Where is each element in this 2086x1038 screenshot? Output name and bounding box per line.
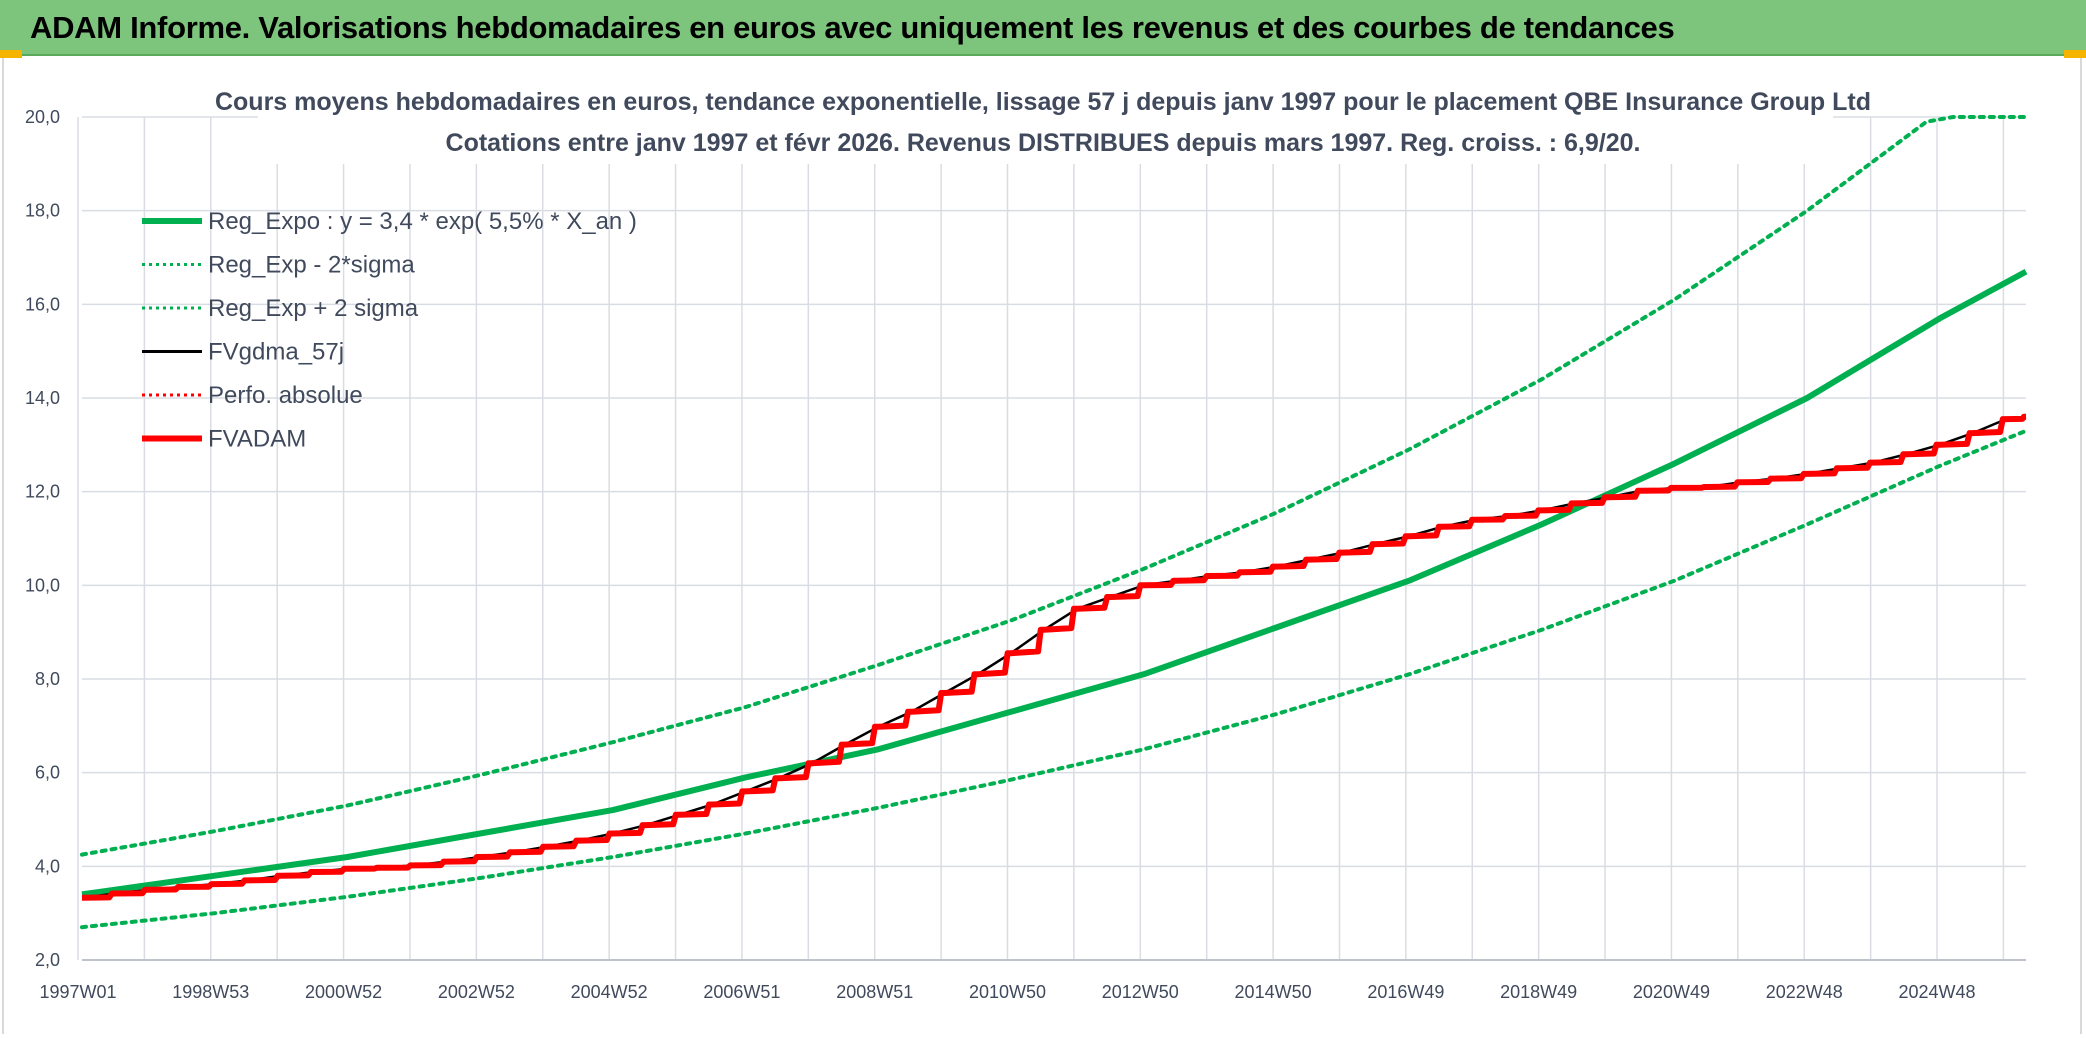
y-tick-label: 20,0 (25, 107, 60, 127)
y-tick-label: 6,0 (35, 763, 60, 783)
legend: Reg_Expo : y = 3,4 * exp( 5,5% * X_an ) R… (142, 208, 637, 453)
corner-accent-left (0, 50, 22, 58)
series-fvadam (81, 413, 2027, 901)
legend-label: Reg_Exp + 2 sigma (208, 295, 419, 322)
x-tick-label: 2010W50 (969, 982, 1046, 1002)
legend-label: Reg_Exp - 2*sigma (208, 252, 415, 279)
x-tick-labels: 1997W01 1998W53 2000W52 2002W52 2004W52 2006W… (39, 982, 1975, 1002)
x-tick-label: 2012W50 (1102, 982, 1179, 1002)
series-lines (80, 115, 2028, 930)
x-tick-label: 2006W51 (703, 982, 780, 1002)
x-tick-label: 2020W49 (1633, 982, 1710, 1002)
x-tick-label: 1997W01 (39, 982, 116, 1002)
title-background (258, 82, 1833, 164)
report-banner: ADAM Informe. Valorisations hebdomadaire… (0, 0, 2086, 56)
legend-label: Reg_Expo : y = 3,4 * exp( 5,5% * X_an ) (208, 208, 637, 235)
y-tick-label: 2,0 (35, 950, 60, 970)
x-tick-label: 2018W49 (1500, 982, 1577, 1002)
x-tick-label: 2014W50 (1235, 982, 1312, 1002)
y-tick-label: 12,0 (25, 482, 60, 502)
report-title: ADAM Informe. Valorisations hebdomadaire… (30, 10, 1675, 45)
x-tick-label: 2000W52 (305, 982, 382, 1002)
series-reg-exp-minus (80, 428, 2028, 930)
y-tick-label: 8,0 (35, 669, 60, 689)
x-tick-label: 2016W49 (1367, 982, 1444, 1002)
x-tick-label: 2002W52 (438, 982, 515, 1002)
legend-label: Perfo. absolue (208, 382, 363, 409)
x-tick-label: 2022W48 (1766, 982, 1843, 1002)
grid (77, 116, 2026, 961)
chart-frame (2, 58, 2082, 1034)
x-tick-label: 2008W51 (836, 982, 913, 1002)
series-reg-expo (81, 268, 2028, 898)
legend-label: FVgdma_57j (208, 339, 344, 366)
y-tick-label: 10,0 (25, 575, 60, 595)
y-tick-label: 14,0 (25, 388, 60, 408)
legend-label: FVADAM (208, 426, 306, 453)
x-tick-label: 2024W48 (1898, 982, 1975, 1002)
series-reg-exp-plus (80, 115, 2028, 857)
chart-title-line1: Cours moyens hebdomadaires en euros, ten… (215, 88, 1871, 116)
y-tick-label: 4,0 (35, 856, 60, 876)
x-tick-label: 2004W52 (571, 982, 648, 1002)
corner-accent-right (2064, 50, 2086, 58)
y-tick-label: 16,0 (25, 294, 60, 314)
chart-title-line2: Cotations entre janv 1997 et févr 2026. … (446, 129, 1641, 157)
y-tick-label: 18,0 (25, 201, 60, 221)
y-tick-labels: 2,0 4,0 6,0 8,0 10,0 12,0 14,0 16,0 18,0 20,0 (25, 107, 60, 970)
x-tick-label: 1998W53 (172, 982, 249, 1002)
